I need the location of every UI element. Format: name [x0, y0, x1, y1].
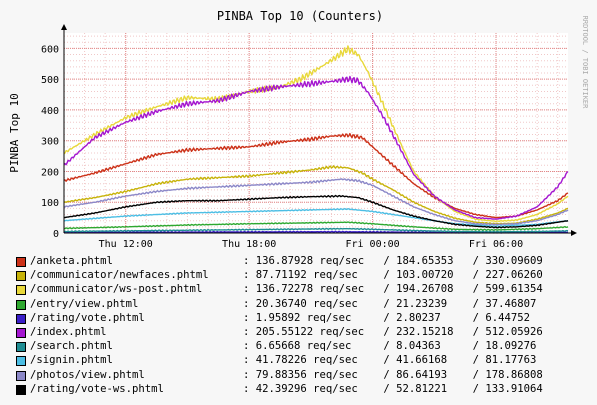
legend-row: /communicator/newfaces.phtml : 87.71192 r… [16, 268, 591, 282]
legend-swatch [16, 370, 26, 381]
x-axis-arrow [571, 230, 577, 236]
x-tick-label: Fri 06:00 [469, 239, 523, 250]
legend-label: /index.phtml [30, 325, 107, 338]
legend-values: : 79.88356 req/sec / 86.64193 / 178.8680… [243, 368, 543, 381]
grid [63, 33, 568, 234]
legend-label: /communicator/newfaces.phtml [30, 269, 209, 282]
legend-values: : 6.65668 req/sec / 8.04363 / 18.09276 [243, 340, 537, 353]
legend-values: : 136.72278 req/sec / 194.26708 / 599.61… [243, 283, 543, 296]
legend-label: /signin.phtml [30, 354, 113, 367]
legend-label: /entry/view.phtml [30, 297, 139, 310]
legend-row: /rating/vote-ws.phtml : 42.39296 req/sec … [16, 382, 591, 396]
y-tick-label: 200 [41, 167, 59, 178]
y-tick-label: 400 [41, 106, 59, 117]
legend-label: /photos/view.phtml [30, 368, 145, 381]
legend-row: /search.phtml : 6.65668 req/sec / 8.04363… [16, 339, 591, 353]
y-tick-label: 500 [41, 75, 59, 86]
x-tick-labels: Thu 12:00 Thu 18:00 Fri 00:00 Fri 06:00 [99, 239, 523, 250]
x-tick-label: Fri 00:00 [345, 239, 399, 250]
legend-values: : 20.36740 req/sec / 21.23239 / 37.46807 [243, 297, 537, 310]
legend-row: /signin.phtml : 41.78226 req/sec / 41.661… [16, 353, 591, 367]
legend-swatch [16, 299, 26, 310]
x-tick-label: Thu 18:00 [222, 239, 276, 250]
legend-swatch [16, 271, 26, 282]
legend-row: /index.phtml : 205.55122 req/sec / 232.15… [16, 325, 591, 339]
plot-area [64, 33, 568, 233]
legend-row: /rating/vote.phtml : 1.95892 req/sec / 2.… [16, 311, 591, 325]
series-line-3 [63, 45, 569, 223]
legend-swatch [16, 327, 26, 338]
series-line-1 [63, 132, 569, 219]
series-line-7 [64, 227, 569, 233]
legend: /anketa.phtml : 136.87928 req/sec / 184.6… [16, 254, 591, 396]
watermark: RRDTOOL / TOBI OETIKER [581, 16, 589, 110]
chart-svg: 0 100 200 300 400 500 600 Thu 12:00 Thu 18:00 Fr… [8, 9, 589, 250]
legend-values: : 205.55122 req/sec / 232.15218 / 512.05… [243, 325, 543, 338]
series-line-2 [63, 165, 569, 225]
legend-values: : 42.39296 req/sec / 52.81221 / 133.9106… [243, 382, 543, 395]
y-tick-labels: 0 100 200 300 400 500 600 [41, 44, 59, 240]
legend-values: : 1.95892 req/sec / 2.80237 / 6.44752 [243, 311, 531, 324]
legend-label: /anketa.phtml [30, 255, 113, 267]
y-axis-arrow [61, 24, 67, 30]
legend-swatch [16, 257, 26, 267]
legend-row: /communicator/ws-post.phtml : 136.72278 r… [16, 282, 591, 296]
axes [61, 24, 577, 236]
y-tick-label: 100 [41, 198, 59, 209]
legend-label: /rating/vote-ws.phtml [30, 382, 164, 395]
series-line-8 [63, 207, 569, 228]
series-line-6 [63, 75, 569, 220]
legend-row: /photos/view.phtml : 79.88356 req/sec / 8… [16, 368, 591, 382]
legend-values: : 136.87928 req/sec / 184.65353 / 330.09… [243, 255, 543, 267]
legend-row: /entry/view.phtml : 20.36740 req/sec / 21… [16, 297, 591, 311]
y-tick-label: 0 [53, 229, 59, 240]
legend-swatch [16, 356, 26, 367]
series-line-4 [63, 221, 569, 231]
y-axis-label: PINBA Top 10 [8, 93, 21, 172]
legend-label: /rating/vote.phtml [30, 311, 145, 324]
legend-row: /anketa.phtml : 136.87928 req/sec / 184.6… [16, 254, 591, 268]
legend-swatch [16, 342, 26, 353]
legend-values: : 87.71192 req/sec / 103.00720 / 227.062… [243, 269, 543, 282]
y-tick-label: 300 [41, 137, 59, 148]
chart-title: PINBA Top 10 (Counters) [217, 9, 383, 23]
series-line-9 [63, 178, 569, 226]
legend-swatch [16, 384, 26, 395]
legend-label: /search.phtml [30, 340, 113, 353]
legend-label: /communicator/ws-post.phtml [30, 283, 203, 296]
legend-values: : 41.78226 req/sec / 41.66168 / 81.17763 [243, 354, 537, 367]
legend-swatch [16, 285, 26, 296]
series-lines [63, 45, 569, 234]
legend-swatch [16, 313, 26, 324]
x-tick-label: Thu 12:00 [99, 239, 153, 250]
y-tick-label: 600 [41, 44, 59, 55]
series-line-10 [63, 194, 569, 229]
